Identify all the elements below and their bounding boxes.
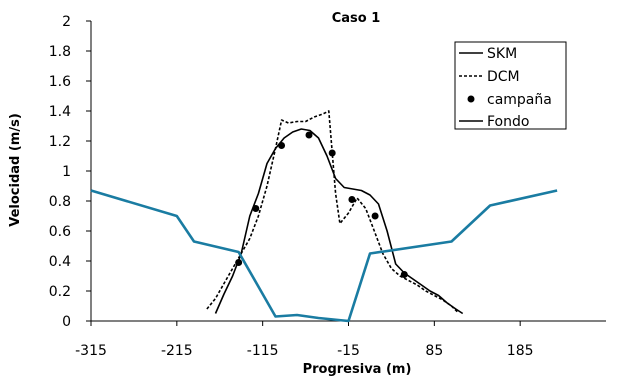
fondo-line (90, 189, 558, 323)
campana-point (348, 196, 356, 203)
legend: SKM DCM campaña Fondo (454, 41, 567, 130)
legend-label-fondo: Fondo (487, 114, 529, 130)
y-tick-label: 2 (62, 14, 71, 30)
series-layer (90, 110, 558, 323)
campana-point (252, 205, 260, 212)
campana-point (400, 271, 408, 278)
y-tick-label: 1.4 (49, 104, 71, 120)
x-tick-label: -115 (247, 343, 279, 359)
x-tick-label: -15 (337, 343, 360, 359)
legend-box (454, 41, 567, 130)
dcm-line (206, 110, 459, 313)
campana-point (371, 212, 379, 220)
x-tick-labels: -315 -215 -115 -15 85 185 (75, 343, 533, 359)
y-tick-label: 1.8 (49, 44, 71, 60)
y-axis-label: Velocidad (m/s) (8, 113, 23, 227)
x-tick-label: 185 (507, 343, 534, 359)
y-tick-label: 0.6 (49, 224, 71, 240)
y-tick-label: 1.6 (49, 74, 71, 90)
y-tick-label: 0.2 (49, 284, 71, 300)
legend-label-skm: SKM (487, 46, 517, 62)
chart-title: Caso 1 (332, 11, 381, 26)
skm-line (214, 128, 464, 315)
x-tick-label: -315 (75, 343, 107, 359)
x-axis-label: Progresiva (m) (303, 362, 412, 376)
legend-label-dcm: DCM (487, 69, 520, 85)
legend-marker-campana (467, 95, 475, 103)
y-tick-label: 0.4 (49, 254, 71, 270)
y-tick-label: 1.2 (49, 134, 71, 150)
campana-point (278, 142, 286, 149)
y-tick-label: 0.8 (49, 194, 71, 210)
axes (86, 20, 606, 326)
y-tick-labels: 0 0.2 0.4 0.6 0.8 1 1.2 1.4 1.6 1.8 2 (49, 14, 71, 330)
campana-point (305, 131, 313, 139)
campana-point (235, 259, 243, 266)
x-tick-label: -215 (161, 343, 193, 359)
legend-label-campana: campaña (487, 92, 552, 108)
x-tick-label: 85 (425, 343, 443, 359)
campana-point (328, 149, 336, 157)
y-tick-label: 0 (62, 314, 71, 330)
y-tick-label: 1 (62, 164, 71, 180)
